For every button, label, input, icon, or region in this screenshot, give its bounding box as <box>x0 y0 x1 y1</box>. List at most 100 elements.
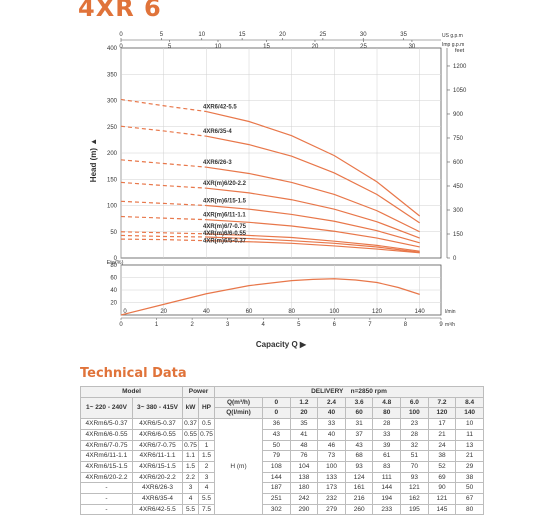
head-curve-dashed <box>120 231 207 235</box>
head-value: 37 <box>344 428 374 441</box>
power-header: Power <box>181 386 216 398</box>
capacity-axis-label: Capacity Q ▶ <box>256 340 307 349</box>
head-value: 279 <box>317 503 346 515</box>
q-m3h-label: Q(m³/h) <box>214 396 264 409</box>
head-curve <box>206 233 420 252</box>
imp-gpm-tick-label: 30 <box>409 44 416 50</box>
head-curve <box>206 236 420 253</box>
m3h-tick-label: 3 <box>226 322 230 328</box>
head-unit-label: H (m) <box>214 418 264 515</box>
head-curve <box>206 240 420 254</box>
m3h-tick-label: 7 <box>368 322 372 328</box>
head-curve-dashed <box>120 159 207 168</box>
y-tick-label: 50 <box>110 230 117 236</box>
power-kw: 0.75 <box>182 439 199 452</box>
power-hp: 0.75 <box>197 428 216 441</box>
y-tick-label: 100 <box>107 204 118 210</box>
head-value: 67 <box>455 493 484 505</box>
q-m3h-value: 7.2 <box>427 396 457 409</box>
head-value: 79 <box>262 450 291 462</box>
head-value: 302 <box>262 503 291 515</box>
head-value: 83 <box>372 460 402 473</box>
imp-gpm-tick-label: 20 <box>312 44 319 50</box>
feet-tick-label: 750 <box>453 136 464 142</box>
model-single-phase: - <box>80 503 133 515</box>
imp-gpm-tick-label: 5 <box>168 44 172 50</box>
lmin-unit: l/min <box>445 309 456 315</box>
table-row: 4XRm6/5-0.37 4XR6/5-0.37 0.37 0.5 H (m) 36 35 3… <box>80 418 484 515</box>
head-value: 251 <box>262 493 291 505</box>
lmin-tick-label: 40 <box>203 309 210 315</box>
head-value: 46 <box>317 439 346 452</box>
series-label: 4XR(m)6/20-2.2 <box>203 181 247 187</box>
q-lmin-value: 20 <box>289 407 319 420</box>
feet-tick-label: 600 <box>453 160 464 166</box>
head-value: 290 <box>289 503 319 515</box>
hp-header: HP <box>197 396 216 420</box>
three-phase-header: 3~ 380 - 415V <box>132 396 183 420</box>
series-label: 4XR(m)6/7-0.75 <box>203 224 247 230</box>
head-value: 232 <box>317 493 346 505</box>
head-value: 41 <box>289 428 319 441</box>
model-three-phase: 4XR6/42-5.5 <box>132 503 183 515</box>
table-row: 4XRm6/20-2.2 4XR6/20-2.2 2.2 3 144 138 133 124 1… <box>80 471 484 484</box>
head-value: 104 <box>289 460 319 473</box>
us-gpm-tick-label: 20 <box>279 32 286 38</box>
q-lmin-value: 0 <box>262 407 291 420</box>
imp-gpm-tick-label: 15 <box>263 44 270 50</box>
power-hp: 4 <box>197 482 216 495</box>
q-m3h-value: 8.4 <box>455 396 484 409</box>
y-tick-label: 300 <box>107 99 118 105</box>
table-row: 4XRm6/6-0.55 4XR6/6-0.55 0.55 0.75 43 41 40 37 3… <box>80 428 484 441</box>
head-value: 51 <box>400 450 429 462</box>
q-lmin-value: 40 <box>317 407 346 420</box>
feet-tick-label: 1200 <box>453 64 467 70</box>
model-single-phase: 4XRm6/11-1.1 <box>80 450 133 462</box>
y-tick-label: 350 <box>107 72 118 78</box>
lmin-tick-label: 100 <box>329 309 340 315</box>
head-value: 13 <box>455 439 484 452</box>
eta-tick-label: 60 <box>110 276 117 282</box>
table-row: -4XR6/42-5.5 5.5 7.5 302 290 279 260 233 195 145 8… <box>80 503 484 515</box>
q-lmin-value: 120 <box>427 407 457 420</box>
head-value: 23 <box>400 418 429 430</box>
head-value: 28 <box>372 418 402 430</box>
lmin-tick-label: 60 <box>246 309 253 315</box>
head-value: 21 <box>427 428 457 441</box>
head-value: 33 <box>372 428 402 441</box>
series-label: 4XR6/26-3 <box>203 160 232 166</box>
technical-data-title: Technical Data <box>80 366 187 381</box>
m3h-tick-label: 0 <box>119 322 123 328</box>
power-hp: 7.5 <box>197 503 216 515</box>
head-value: 161 <box>344 482 374 495</box>
q-m3h-value: 1.2 <box>289 396 319 409</box>
head-curve-dashed <box>120 234 207 238</box>
head-value: 43 <box>344 439 374 452</box>
power-kw: 1.1 <box>182 450 199 462</box>
head-value: 144 <box>262 471 291 484</box>
series-label: 4XR(m)6/11-1.1 <box>203 213 246 219</box>
eta-curve <box>120 278 420 316</box>
feet-tick-label: 0 <box>453 256 457 262</box>
m3h-tick-label: 8 <box>404 322 408 328</box>
head-value: 11 <box>455 428 484 441</box>
technical-data-body: 4XRm6/5-0.37 4XR6/5-0.37 0.37 0.5 H (m) 36 35 3… <box>80 418 484 515</box>
delivery-header: DELIVERY n=2850 rpm <box>214 386 484 398</box>
kw-header: kW <box>182 396 199 420</box>
model-three-phase: 4XR6/26-3 <box>132 482 183 495</box>
us-gpm-tick-label: 5 <box>160 32 164 38</box>
head-value: 173 <box>317 482 346 495</box>
series-label: 4XR(m)6/5-0.37 <box>203 239 247 245</box>
head-value: 144 <box>372 482 402 495</box>
us-gpm-tick-label: 10 <box>198 32 205 38</box>
head-curve <box>206 166 420 233</box>
head-value: 17 <box>427 418 457 430</box>
power-hp: 0.5 <box>197 418 216 430</box>
us-gpm-tick-label: 0 <box>119 32 123 38</box>
power-kw: 0.37 <box>182 418 199 430</box>
q-m3h-value: 4.8 <box>372 396 402 409</box>
lmin-tick-label: 20 <box>160 309 167 315</box>
model-three-phase: 4XR6/11-1.1 <box>132 450 183 462</box>
head-value: 50 <box>262 439 291 452</box>
m3h-tick-label: 1 <box>155 322 159 328</box>
